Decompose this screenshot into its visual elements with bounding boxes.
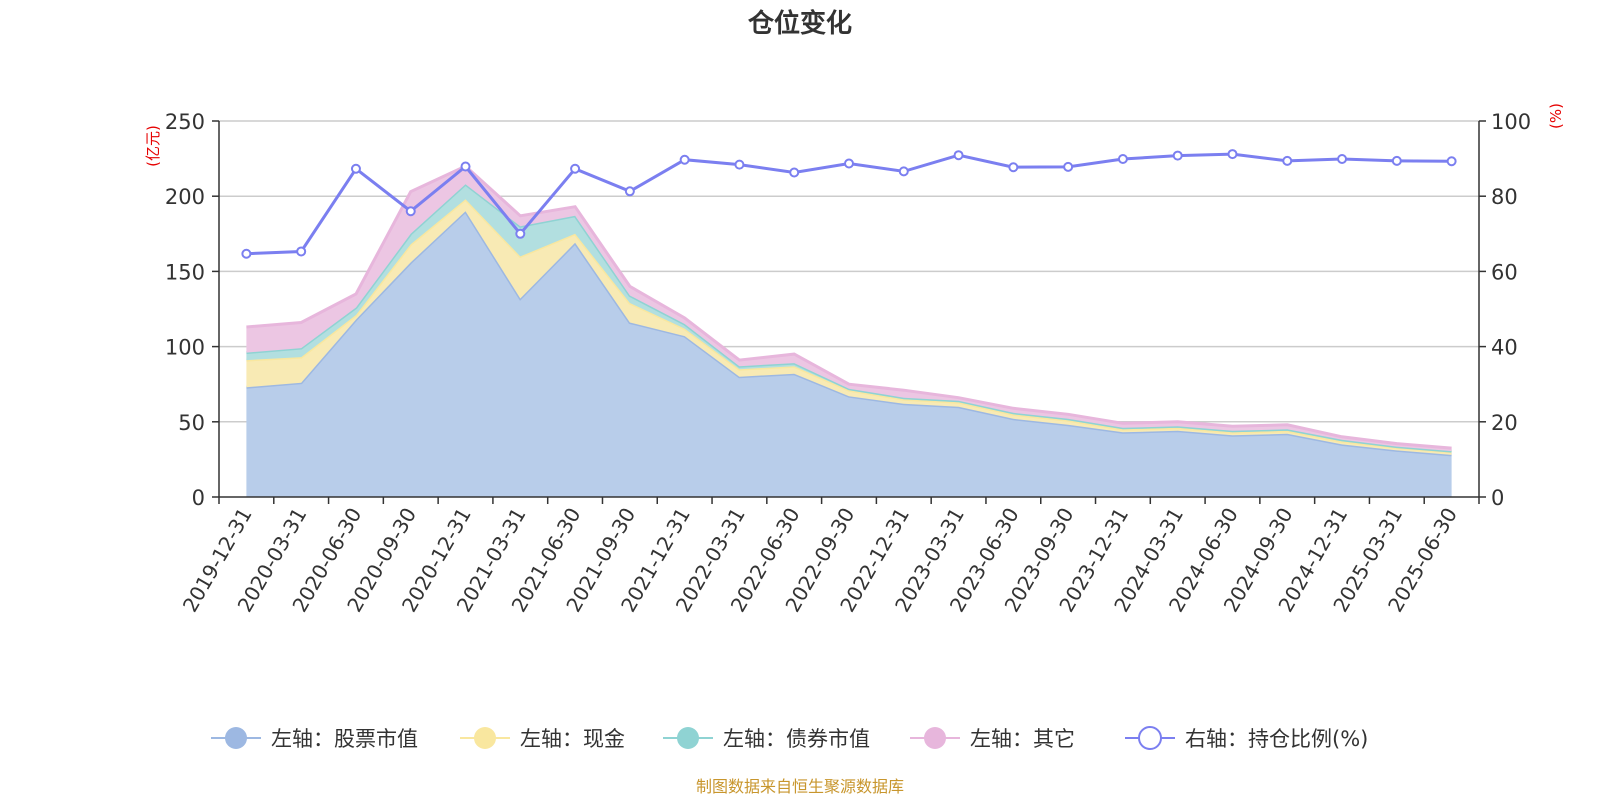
left-axis-unit: (亿元) bbox=[144, 125, 162, 167]
holding-ratio-point bbox=[953, 150, 964, 161]
holding-ratio-point bbox=[1063, 161, 1074, 172]
left-tick-label: 100 bbox=[165, 336, 205, 360]
holding-ratio-point bbox=[898, 166, 909, 177]
legend-item-label: 右轴：持仓比例(%) bbox=[1185, 727, 1368, 751]
left-tick-label: 150 bbox=[165, 260, 205, 284]
right-tick-label: 40 bbox=[1491, 336, 1518, 360]
area-edge-series-4 bbox=[246, 164, 1452, 450]
left-tick-label: 0 bbox=[192, 486, 205, 510]
holding-ratio-point bbox=[624, 186, 635, 197]
legend-item-label: 左轴：债券市值 bbox=[723, 727, 870, 751]
holding-ratio-point bbox=[570, 163, 581, 174]
legend-hollow-circle-icon bbox=[1138, 726, 1162, 750]
holding-ratio-point bbox=[1008, 162, 1019, 173]
holding-ratio-point bbox=[844, 158, 854, 169]
holding-ratio-point bbox=[296, 246, 307, 257]
right-tick-label: 100 bbox=[1491, 110, 1531, 134]
holding-ratio-point bbox=[789, 167, 800, 178]
holding-ratio-point bbox=[679, 154, 690, 165]
legend: 左轴：股票市值 左轴：现金 左轴：债券市值 左轴：其它 右轴：持仓比例(%) bbox=[211, 726, 1368, 751]
area-series-1 bbox=[246, 211, 1452, 497]
right-tick-label: 80 bbox=[1491, 185, 1518, 209]
holding-ratio-point bbox=[1117, 153, 1128, 164]
legend-item-label: 左轴：现金 bbox=[520, 727, 625, 751]
chart-title: 仓位变化 bbox=[747, 8, 852, 39]
left-tick-label: 250 bbox=[165, 110, 205, 134]
holding-ratio-point bbox=[1337, 153, 1348, 164]
area-series-2 bbox=[246, 199, 1452, 455]
left-tick-label: 200 bbox=[165, 185, 205, 209]
holding-ratio-point bbox=[350, 163, 361, 174]
holding-ratio-line bbox=[241, 149, 1457, 259]
right-axis-unit: (%) bbox=[1547, 103, 1565, 129]
holding-ratio-point bbox=[1391, 155, 1402, 166]
source-note: 制图数据来自恒生聚源数据库 bbox=[696, 777, 904, 796]
left-tick-label: 50 bbox=[178, 411, 205, 435]
legend-circle-icon bbox=[474, 727, 496, 749]
holding-ratio-point bbox=[241, 248, 252, 259]
right-tick-label: 20 bbox=[1491, 411, 1518, 435]
holding-ratio-point bbox=[515, 228, 526, 239]
legend-item-label: 左轴：其它 bbox=[970, 727, 1075, 751]
stacked-areas bbox=[246, 164, 1452, 497]
holding-ratio-point bbox=[1446, 156, 1457, 167]
legend-item-label: 左轴：股票市值 bbox=[271, 727, 418, 751]
holding-ratio-point bbox=[460, 161, 471, 172]
holding-ratio-point bbox=[405, 206, 416, 217]
legend-circle-icon bbox=[225, 727, 247, 749]
right-tick-label: 0 bbox=[1491, 486, 1504, 510]
holding-ratio-point bbox=[734, 159, 745, 170]
right-tick-label: 60 bbox=[1491, 260, 1518, 284]
legend-circle-icon bbox=[924, 727, 946, 749]
holding-ratio-point bbox=[1282, 155, 1293, 166]
legend-circle-icon bbox=[677, 727, 699, 749]
axes bbox=[212, 120, 1486, 504]
holding-ratio-point bbox=[1172, 150, 1183, 161]
holding-ratio-point bbox=[1227, 149, 1238, 160]
